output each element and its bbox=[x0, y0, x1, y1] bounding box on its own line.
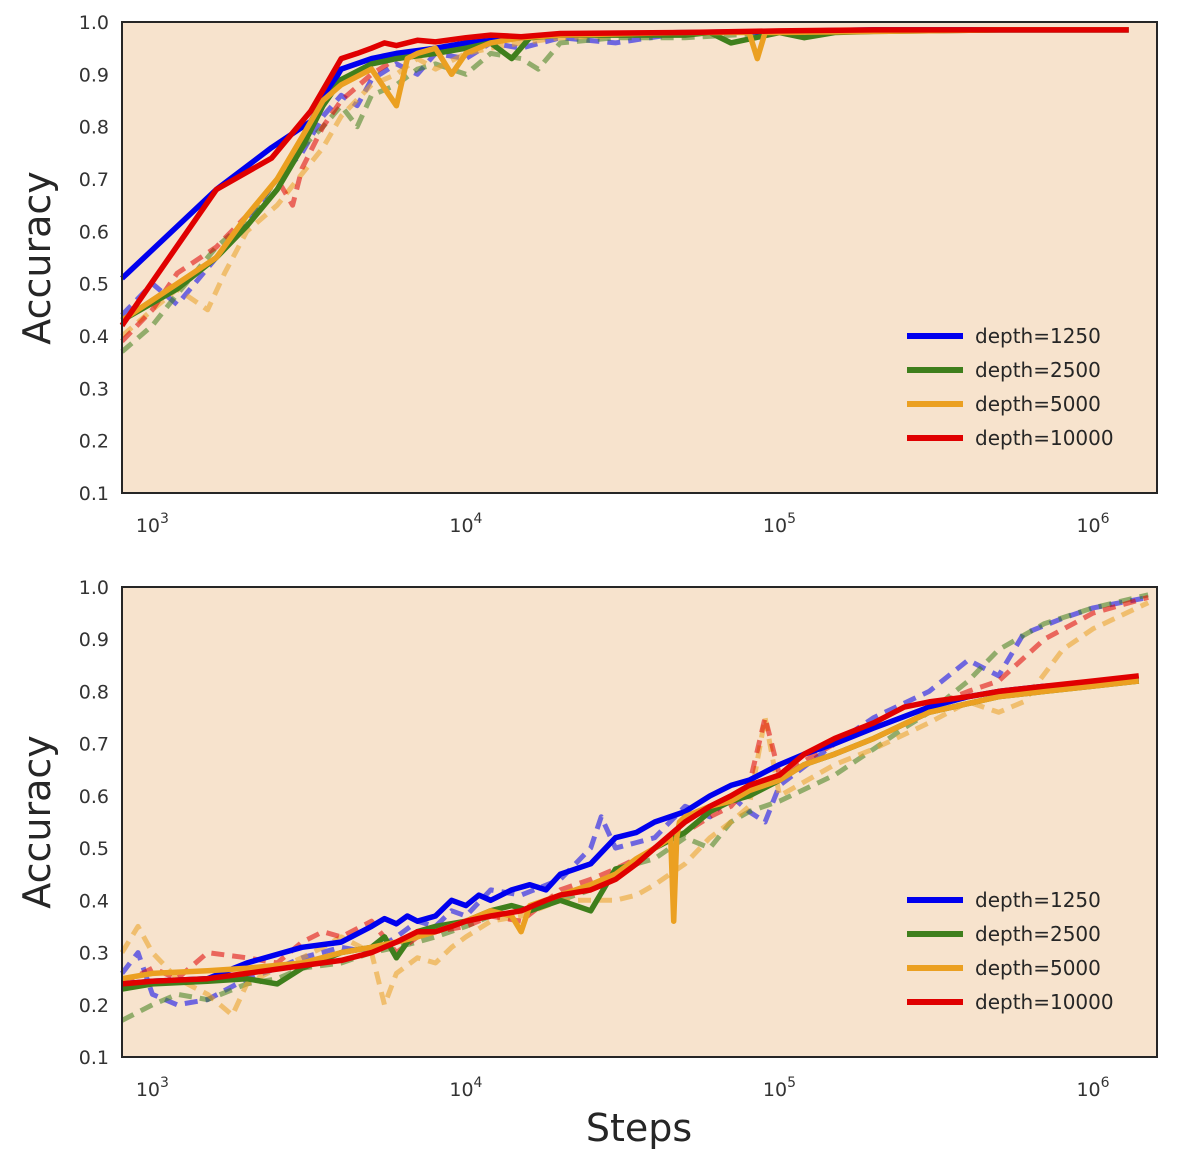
top-y-tick-label: 1.0 bbox=[79, 12, 109, 34]
top-y-tick-label: 0.4 bbox=[79, 326, 109, 348]
bottom-y-tick-label: 1.0 bbox=[79, 577, 109, 599]
bottom-y-tick-label: 0.2 bbox=[79, 995, 109, 1017]
bottom-y-tick-label: 0.5 bbox=[79, 838, 109, 860]
top-series-depth-10000-solid bbox=[119, 27, 1129, 328]
bottom-y-axis-label: Accuracy bbox=[15, 735, 59, 909]
bottom-x-tick-label: 106 bbox=[1076, 1075, 1109, 1101]
bottom-y-tick-label: 0.4 bbox=[79, 890, 109, 912]
top-y-axis-label: Accuracy bbox=[15, 171, 59, 345]
top-x-tick-labels: 103 104 105 106 bbox=[136, 511, 1110, 537]
bottom-series-depth-1250-dashed bbox=[120, 594, 1149, 1008]
bottom-series-depth-10000-solid bbox=[121, 673, 1140, 987]
top-x-tick-label: 106 bbox=[1076, 511, 1109, 537]
bottom-y-tick-label: 0.7 bbox=[79, 734, 109, 756]
bottom-x-tick-label: 105 bbox=[763, 1075, 796, 1101]
bottom-series-layer bbox=[119, 592, 1150, 1023]
bottom-legend-label: depth=2500 bbox=[975, 922, 1101, 946]
bottom-series-depth-1250-solid bbox=[121, 678, 1139, 987]
bottom-legend-label: depth=5000 bbox=[975, 956, 1101, 980]
bottom-x-tick-label: 103 bbox=[136, 1075, 169, 1101]
top-y-tick-labels: 0.1 0.2 0.3 0.4 0.5 0.6 0.7 0.8 0.9 1.0 bbox=[79, 12, 109, 505]
bottom-plot-area bbox=[122, 587, 1157, 1057]
bottom-legend-label: depth=1250 bbox=[975, 888, 1101, 912]
top-y-tick-label: 0.7 bbox=[79, 169, 109, 191]
bottom-legend: depth=1250 depth=2500 depth=5000 depth=1000… bbox=[907, 888, 1114, 1014]
bottom-y-tick-label: 0.3 bbox=[79, 943, 109, 965]
top-plot-frame bbox=[121, 21, 1158, 494]
bottom-chart: 0.1 0.2 0.3 0.4 0.5 0.6 0.7 0.8 0.9 1.0 103 104 105… bbox=[15, 577, 1158, 1101]
bottom-y-tick-labels: 0.1 0.2 0.3 0.4 0.5 0.6 0.7 0.8 0.9 1.0 bbox=[79, 577, 109, 1069]
top-legend-label: depth=5000 bbox=[975, 392, 1101, 416]
top-y-tick-label: 0.5 bbox=[79, 274, 109, 296]
bottom-y-tick-label: 0.9 bbox=[79, 629, 109, 651]
top-y-tick-label: 0.2 bbox=[79, 431, 109, 453]
top-y-tick-label: 0.8 bbox=[79, 117, 109, 139]
top-x-tick-label: 105 bbox=[763, 511, 796, 537]
bottom-plot-frame bbox=[121, 586, 1158, 1058]
bottom-y-tick-label: 0.6 bbox=[79, 786, 109, 808]
top-series-depth-2500-dashed bbox=[120, 27, 1129, 354]
top-x-tick-label: 104 bbox=[449, 511, 482, 537]
top-series-layer bbox=[119, 27, 1129, 354]
bottom-x-tick-label: 104 bbox=[449, 1075, 482, 1101]
bottom-y-tick-label: 0.8 bbox=[79, 681, 109, 703]
top-y-tick-label: 0.1 bbox=[79, 483, 109, 505]
bottom-y-tick-label: 0.1 bbox=[79, 1047, 109, 1069]
top-y-tick-label: 0.6 bbox=[79, 221, 109, 243]
bottom-legend-label: depth=10000 bbox=[975, 990, 1114, 1014]
top-legend: depth=1250 depth=2500 depth=5000 depth=1000… bbox=[907, 324, 1114, 450]
x-axis-label: Steps bbox=[586, 1106, 692, 1150]
top-chart: 0.1 0.2 0.3 0.4 0.5 0.6 0.7 0.8 0.9 1.0 103 104 105… bbox=[15, 12, 1158, 537]
top-plot-area bbox=[122, 22, 1157, 493]
top-x-tick-label: 103 bbox=[136, 511, 169, 537]
top-y-tick-label: 0.3 bbox=[79, 378, 109, 400]
top-y-tick-label: 0.9 bbox=[79, 64, 109, 86]
bottom-series-depth-5000-solid bbox=[121, 678, 1140, 982]
bottom-x-tick-labels: 103 104 105 106 bbox=[136, 1075, 1110, 1101]
top-legend-label: depth=10000 bbox=[975, 426, 1114, 450]
top-legend-label: depth=2500 bbox=[975, 358, 1101, 382]
top-legend-label: depth=1250 bbox=[975, 324, 1101, 348]
